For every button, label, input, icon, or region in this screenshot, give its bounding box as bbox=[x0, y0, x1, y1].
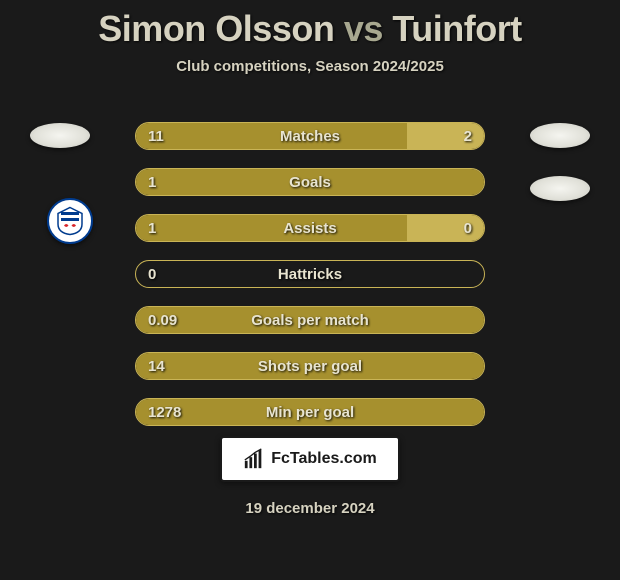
player1-name: Simon Olsson bbox=[98, 8, 334, 49]
club-logo bbox=[47, 198, 93, 244]
bar-label: Goals per match bbox=[136, 312, 484, 329]
stat-bar-row: 14Shots per goal bbox=[135, 352, 485, 380]
stat-bar-row: 11Matches2 bbox=[135, 122, 485, 150]
chart-icon bbox=[243, 448, 265, 470]
stat-bar-row: 1Goals bbox=[135, 168, 485, 196]
comparison-title: Simon Olsson vs Tuinfort bbox=[0, 0, 620, 50]
subtitle: Club competitions, Season 2024/2025 bbox=[0, 58, 620, 75]
bar-value-right: 2 bbox=[464, 128, 472, 145]
bar-label: Matches bbox=[136, 128, 484, 145]
player2-name: Tuinfort bbox=[392, 8, 521, 49]
bar-label: Min per goal bbox=[136, 404, 484, 421]
vs-text: vs bbox=[344, 8, 383, 49]
stat-bars: 11Matches21Goals1Assists00Hattricks0.09G… bbox=[135, 122, 485, 444]
player2-badge-bottom bbox=[530, 176, 590, 201]
stat-bar-row: 1278Min per goal bbox=[135, 398, 485, 426]
stat-bar-row: 1Assists0 bbox=[135, 214, 485, 242]
heerenveen-crest-icon bbox=[55, 206, 85, 236]
bar-label: Assists bbox=[136, 220, 484, 237]
bar-label: Hattricks bbox=[136, 266, 484, 283]
player2-badge-top bbox=[530, 123, 590, 148]
stat-bar-row: 0.09Goals per match bbox=[135, 306, 485, 334]
player1-badge-top bbox=[30, 123, 90, 148]
date-text: 19 december 2024 bbox=[0, 500, 620, 517]
stat-bar-row: 0Hattricks bbox=[135, 260, 485, 288]
brand-text: FcTables.com bbox=[271, 450, 377, 468]
bar-label: Shots per goal bbox=[136, 358, 484, 375]
bar-label: Goals bbox=[136, 174, 484, 191]
bar-value-right: 0 bbox=[464, 220, 472, 237]
brand-badge: FcTables.com bbox=[220, 436, 400, 482]
